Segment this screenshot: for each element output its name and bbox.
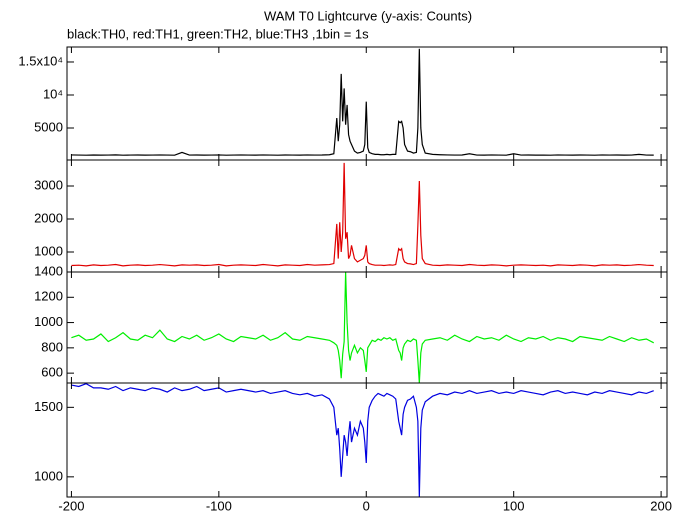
x-tick-label: 200 <box>650 498 672 513</box>
y-tick-label: 1200 <box>34 289 63 304</box>
chart-title: WAM T0 Lightcurve (y-axis: Counts) <box>264 8 472 23</box>
x-tick-label: 100 <box>503 498 525 513</box>
y-tick-label: 10⁴ <box>43 86 63 101</box>
chart-subtitle: black:TH0, red:TH1, green:TH2, blue:TH3 … <box>67 26 369 41</box>
y-tick-label: 1000 <box>34 314 63 329</box>
y-tick-label: 5000 <box>34 119 63 134</box>
y-tick-label: 600 <box>41 365 63 380</box>
x-tick-label: -200 <box>58 498 84 513</box>
y-tick-label: 2000 <box>34 210 63 225</box>
series-line <box>71 162 654 267</box>
y-tick-label: 3000 <box>34 177 63 192</box>
y-tick-label: 1500 <box>34 399 63 414</box>
x-tick-label: 0 <box>363 498 370 513</box>
x-tick-label: -100 <box>206 498 232 513</box>
y-tick-label: 1000 <box>34 468 63 483</box>
series-line <box>71 383 654 497</box>
series-line <box>71 48 654 156</box>
y-tick-label: 800 <box>41 339 63 354</box>
series-line <box>71 272 655 383</box>
y-tick-label: 1400 <box>34 263 63 278</box>
y-tick-label: 1.5x10⁴ <box>18 53 63 68</box>
y-tick-label: 1000 <box>34 243 63 258</box>
panel-frame <box>66 382 668 498</box>
